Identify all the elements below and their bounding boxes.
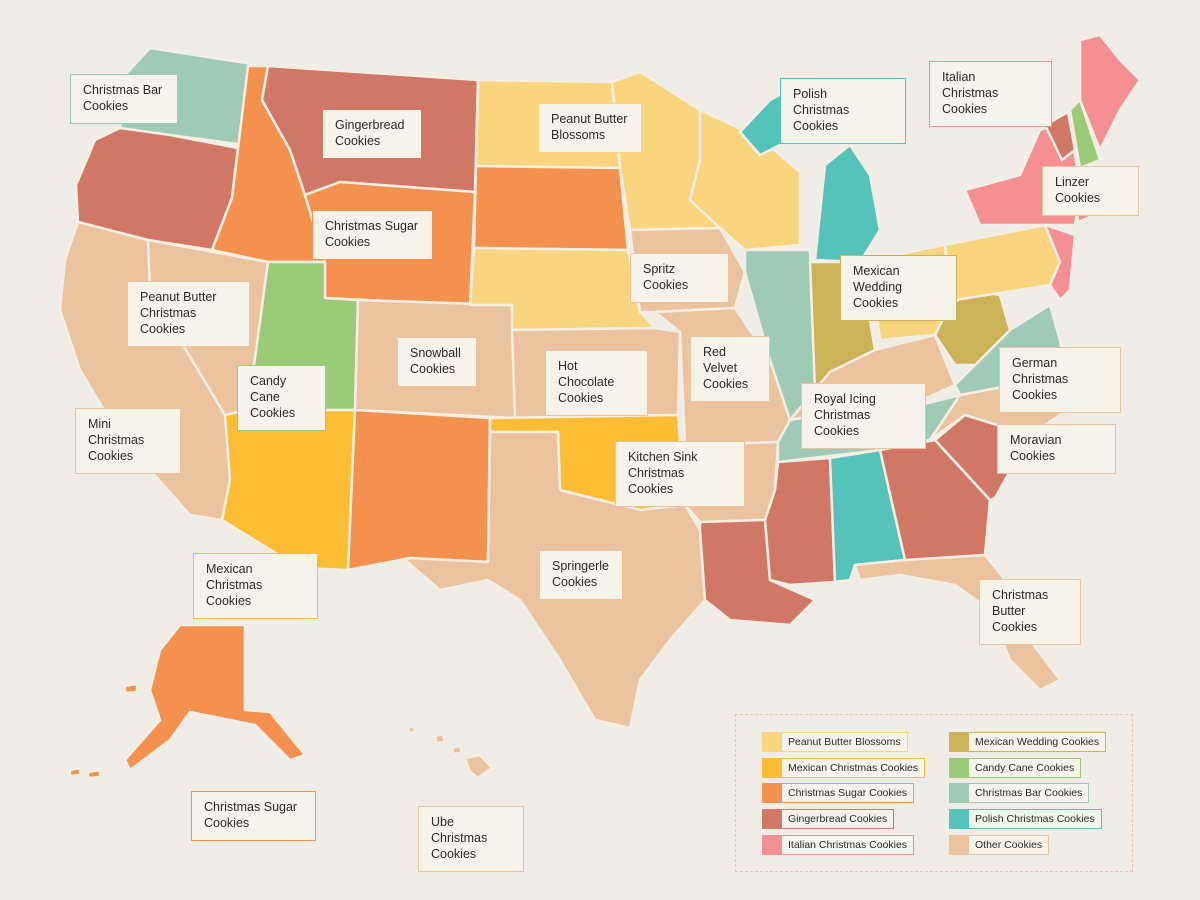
island-hawaii-3 bbox=[406, 724, 417, 735]
legend-label: Peanut Butter Blossoms bbox=[782, 732, 908, 752]
legend-swatch bbox=[762, 732, 782, 752]
state-alaska bbox=[123, 623, 307, 772]
legend-label: Mexican Wedding Cookies bbox=[969, 732, 1107, 752]
legend-item: Polish Christmas Cookies bbox=[949, 809, 1102, 829]
legend-item: Mexican Wedding Cookies bbox=[949, 732, 1107, 752]
legend-item: Christmas Sugar Cookies bbox=[762, 783, 915, 803]
callout-arizona: Mexican Christmas Cookies bbox=[193, 553, 318, 619]
callout-iowa: Spritz Cookies bbox=[630, 253, 729, 303]
legend-swatch bbox=[762, 758, 782, 778]
legend-label: Candy Cane Cookies bbox=[969, 758, 1082, 778]
legend-swatch bbox=[949, 809, 969, 829]
callout-missouri: Red Velvet Cookies bbox=[690, 336, 770, 402]
callout-washington: Christmas Bar Cookies bbox=[70, 74, 178, 124]
legend-swatch bbox=[762, 783, 782, 803]
state-maine bbox=[1078, 33, 1142, 152]
legend-item: Christmas Bar Cookies bbox=[949, 783, 1090, 803]
callout-alaska: Christmas Sugar Cookies bbox=[191, 791, 316, 841]
legend-item: Gingerbread Cookies bbox=[762, 809, 895, 829]
legend-item: Italian Christmas Cookies bbox=[762, 835, 915, 855]
callout-oklahoma: Kitchen Sink Christmas Cookies bbox=[615, 441, 745, 507]
state-arizona bbox=[220, 408, 357, 572]
legend-swatch bbox=[949, 732, 969, 752]
callout-massachusetts: Italian Christmas Cookies bbox=[929, 61, 1052, 127]
legend: Peanut Butter Blossoms Mexican Christmas… bbox=[735, 714, 1133, 872]
callout-texas: Springerle Cookies bbox=[539, 550, 623, 600]
state-pennsylvania bbox=[943, 223, 1062, 302]
callout-kentucky: Royal Icing Christmas Cookies bbox=[801, 383, 926, 449]
legend-item: Candy Cane Cookies bbox=[949, 758, 1082, 778]
callout-florida: Christmas Butter Cookies bbox=[979, 579, 1081, 645]
legend-label: Christmas Sugar Cookies bbox=[782, 783, 915, 803]
state-new-hampshire bbox=[1068, 98, 1102, 170]
state-florida bbox=[853, 553, 1062, 692]
legend-item: Peanut Butter Blossoms bbox=[762, 732, 908, 752]
island-alaska-1 bbox=[68, 766, 82, 778]
callout-michigan: Polish Christmas Cookies bbox=[780, 78, 906, 144]
legend-item: Mexican Christmas Cookies bbox=[762, 758, 926, 778]
callout-wyoming: Christmas Sugar Cookies bbox=[312, 210, 433, 260]
legend-swatch bbox=[762, 835, 782, 855]
callout-virginia: German Christmas Cookies bbox=[999, 347, 1121, 413]
state-new-jersey bbox=[1043, 223, 1077, 302]
callout-north-dakota: Peanut Butter Blossoms bbox=[538, 103, 642, 153]
legend-swatch bbox=[762, 809, 782, 829]
legend-label: Mexican Christmas Cookies bbox=[782, 758, 926, 778]
legend-item: Other Cookies bbox=[949, 835, 1050, 855]
island-alaska-3 bbox=[123, 682, 139, 695]
state-michigan bbox=[813, 143, 882, 264]
callout-indiana: Mexican Wedding Cookies bbox=[840, 255, 957, 321]
legend-swatch bbox=[949, 783, 969, 803]
callout-colorado: Snowball Cookies bbox=[397, 337, 477, 387]
callout-utah: Candy Cane Cookies bbox=[237, 365, 326, 431]
state-new-mexico bbox=[346, 408, 492, 572]
legend-label: Gingerbread Cookies bbox=[782, 809, 895, 829]
state-mississippi bbox=[763, 456, 837, 587]
state-hawaii bbox=[463, 753, 494, 780]
legend-label: Christmas Bar Cookies bbox=[969, 783, 1090, 803]
legend-label: Italian Christmas Cookies bbox=[782, 835, 915, 855]
callout-nevada: Peanut Butter Christmas Cookies bbox=[127, 281, 250, 347]
state-south-dakota bbox=[472, 164, 630, 252]
island-alaska-2 bbox=[86, 768, 102, 780]
callout-hawaii: Ube Christmas Cookies bbox=[418, 806, 524, 872]
callout-montana: Gingerbread Cookies bbox=[322, 109, 422, 159]
island-hawaii-2 bbox=[450, 744, 464, 756]
callout-north-carolina: Moravian Cookies bbox=[997, 424, 1116, 474]
callout-new-hampshire: Linzer Cookies bbox=[1042, 166, 1139, 216]
legend-swatch bbox=[949, 835, 969, 855]
legend-label: Other Cookies bbox=[969, 835, 1050, 855]
legend-swatch bbox=[949, 758, 969, 778]
callout-california: Mini Christmas Cookies bbox=[75, 408, 181, 474]
legend-label: Polish Christmas Cookies bbox=[969, 809, 1102, 829]
state-vermont bbox=[1043, 110, 1077, 162]
island-hawaii-1 bbox=[433, 732, 447, 745]
callout-kansas: Hot Chocolate Cookies bbox=[545, 350, 648, 416]
